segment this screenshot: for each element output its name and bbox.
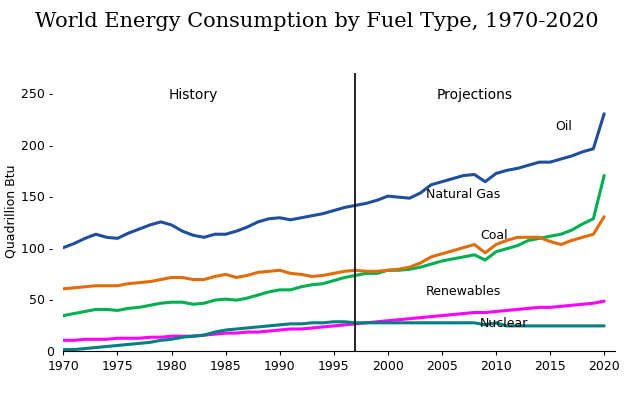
Y-axis label: Quadrillion Btu: Quadrillion Btu <box>4 165 17 258</box>
Text: Natural Gas: Natural Gas <box>425 187 500 201</box>
Text: Renewables: Renewables <box>425 285 501 298</box>
Text: Projections: Projections <box>436 88 512 102</box>
Text: World Energy Consumption by Fuel Type, 1970-2020: World Energy Consumption by Fuel Type, 1… <box>36 12 598 31</box>
Text: Nuclear: Nuclear <box>480 317 528 330</box>
Text: History: History <box>169 88 218 102</box>
Text: Coal: Coal <box>480 229 507 242</box>
Text: Oil: Oil <box>555 120 573 133</box>
